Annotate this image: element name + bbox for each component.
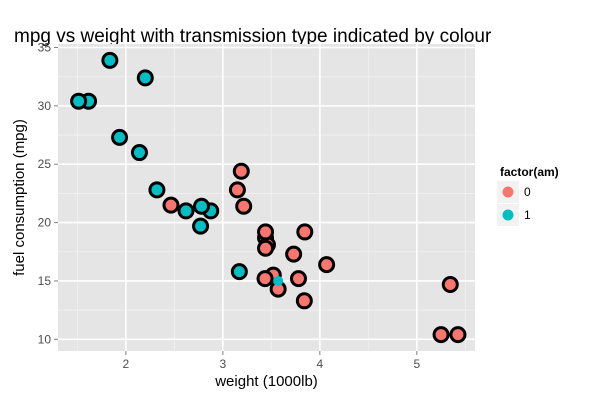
x-axis-ticks: 2 3 4 5 <box>123 351 420 371</box>
data-point-am-1 <box>148 181 166 199</box>
y-tick-label: 20 <box>38 216 52 230</box>
legend-label-0: 0 <box>524 185 531 199</box>
data-point-am-0 <box>232 162 250 180</box>
x-axis-title: weight (1000lb) <box>214 373 318 390</box>
data-point-am-0 <box>235 197 253 215</box>
data-point-am-0 <box>290 270 308 288</box>
data-point-am-0 <box>257 223 275 241</box>
chart-title: mpg vs weight with transmission type ind… <box>14 26 492 47</box>
legend-key-1 <box>502 209 514 221</box>
data-point-am-0 <box>257 239 275 257</box>
data-point-am-0 <box>285 245 303 263</box>
y-tick-label: 25 <box>38 157 52 171</box>
data-point-am-1 <box>177 202 195 220</box>
y-tick-label: 35 <box>38 41 52 55</box>
y-axis-title: fuel consumption (mpg) <box>11 119 28 276</box>
data-point-am-1 <box>193 197 211 215</box>
data-point-am-1 <box>130 144 148 162</box>
data-points <box>70 51 467 344</box>
data-point-am-1 <box>136 69 154 87</box>
legend-label-1: 1 <box>524 208 531 222</box>
x-tick-label: 3 <box>220 357 227 371</box>
grid-lines <box>58 44 475 351</box>
legend-key-0 <box>502 186 514 198</box>
data-point-am-1 <box>70 92 88 110</box>
data-point-am-0 <box>441 275 459 293</box>
x-tick-label: 5 <box>413 357 420 371</box>
x-tick-label: 2 <box>123 357 130 371</box>
legend: factor(am) 0 1 <box>497 165 559 226</box>
x-tick-label: 4 <box>316 357 323 371</box>
legend-title: factor(am) <box>500 165 559 179</box>
y-axis-ticks: 10 15 20 25 30 35 <box>38 41 58 346</box>
data-point-am-0 <box>432 326 450 344</box>
data-point-am-0 <box>162 196 180 214</box>
data-point-am-0 <box>228 181 246 199</box>
data-point-am-1 <box>111 128 129 146</box>
data-point-am-0 <box>296 223 314 241</box>
data-point-am-1 <box>192 217 210 235</box>
y-tick-label: 15 <box>38 274 52 288</box>
y-tick-label: 10 <box>38 332 52 346</box>
y-tick-label: 30 <box>38 99 52 113</box>
data-point-am-0 <box>318 256 336 274</box>
data-point-am-1 <box>230 263 248 281</box>
data-point-am-0 <box>256 270 274 288</box>
data-point-am-1 <box>273 275 284 286</box>
data-point-am-1 <box>101 51 119 69</box>
plot-panel <box>58 44 475 351</box>
data-point-am-0 <box>449 326 467 344</box>
data-point-am-0 <box>295 292 313 310</box>
